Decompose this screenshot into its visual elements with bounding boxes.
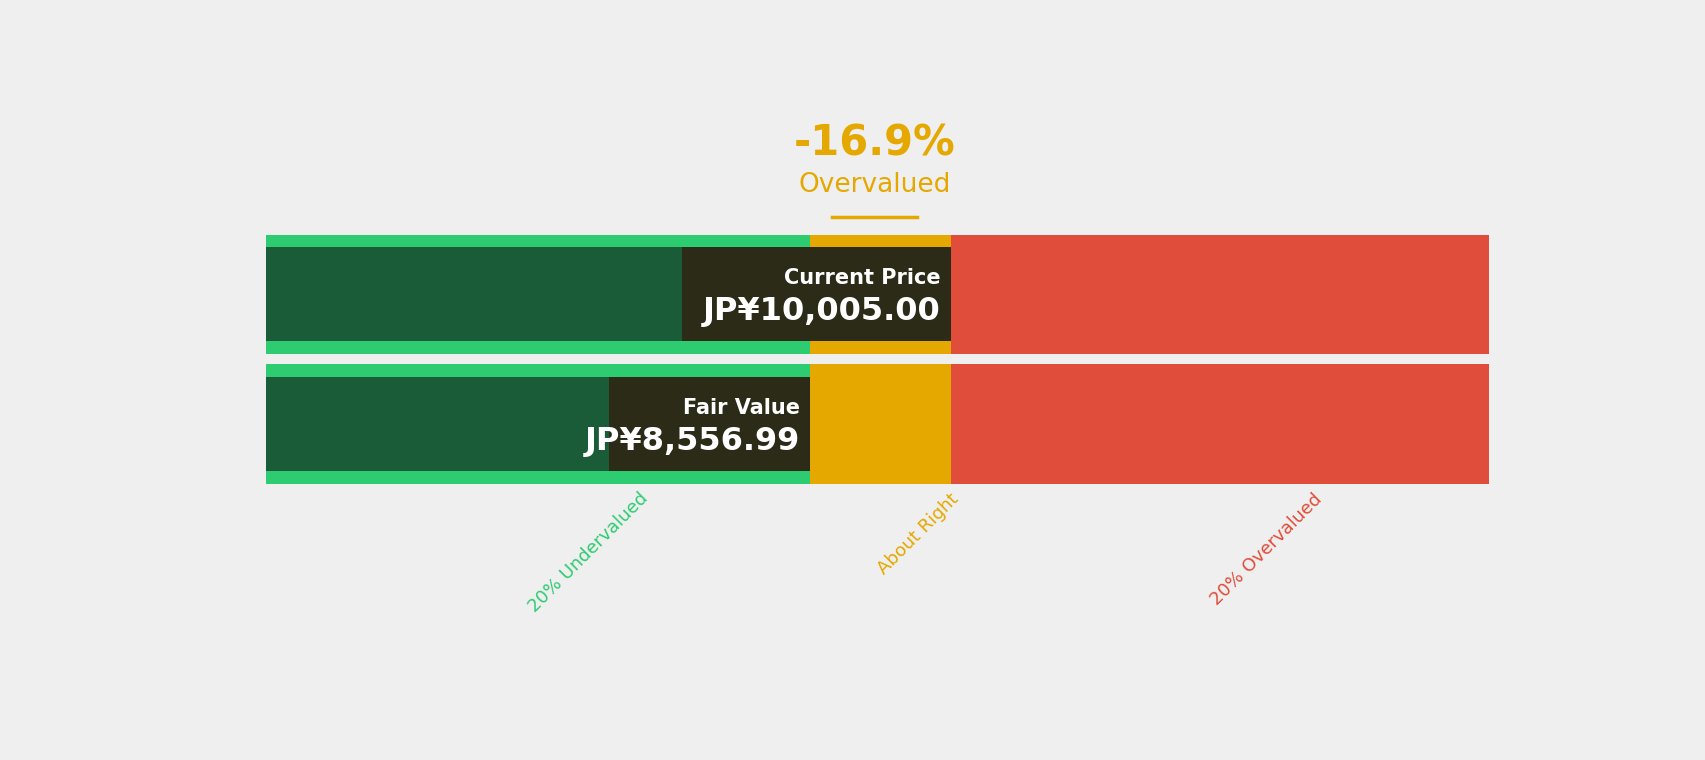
Bar — [266, 341, 810, 354]
Bar — [810, 471, 950, 484]
Bar — [810, 378, 950, 471]
Text: JP¥8,556.99: JP¥8,556.99 — [585, 426, 800, 458]
Bar — [950, 341, 1488, 354]
Bar — [950, 365, 1488, 378]
Bar — [950, 235, 1488, 248]
Bar — [950, 471, 1488, 484]
Bar — [950, 248, 1488, 341]
Text: About Right: About Right — [873, 489, 962, 578]
Bar — [266, 471, 810, 484]
Bar — [266, 341, 1488, 354]
Text: 20% Overvalued: 20% Overvalued — [1205, 489, 1325, 608]
Bar — [609, 378, 810, 471]
Bar — [682, 248, 950, 341]
Text: JP¥10,005.00: JP¥10,005.00 — [702, 296, 939, 328]
Bar — [266, 235, 810, 248]
Bar — [266, 378, 810, 471]
Bar — [810, 365, 950, 378]
Bar — [266, 235, 1488, 248]
Bar — [810, 248, 950, 341]
Bar — [810, 235, 950, 248]
Bar — [810, 378, 1488, 471]
Text: Overvalued: Overvalued — [798, 172, 950, 198]
Text: -16.9%: -16.9% — [793, 123, 955, 165]
Bar — [609, 378, 810, 471]
Bar — [266, 365, 810, 378]
Bar — [682, 248, 950, 341]
Text: Current Price: Current Price — [783, 268, 939, 288]
Text: Fair Value: Fair Value — [682, 397, 800, 418]
Bar — [266, 248, 950, 341]
Text: 20% Undervalued: 20% Undervalued — [525, 489, 651, 616]
Bar — [810, 341, 950, 354]
